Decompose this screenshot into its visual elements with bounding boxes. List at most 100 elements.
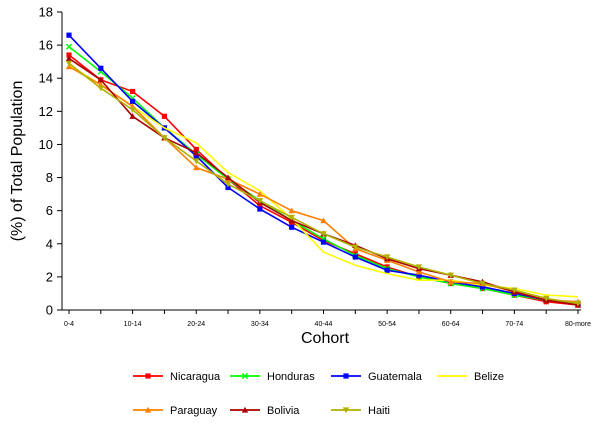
series-line — [68, 62, 579, 305]
legend-item-belize: Belize — [437, 371, 504, 383]
data-point — [193, 146, 199, 153]
x-tick-label: 50-54 — [378, 321, 396, 328]
data-point — [320, 217, 327, 224]
legend-label: Guatemala — [368, 371, 423, 383]
y-tick-label: 14 — [39, 71, 53, 86]
data-point — [145, 373, 151, 379]
data-point — [288, 214, 295, 221]
legend-label: Paraguay — [170, 405, 218, 417]
legend-label: Nicaragua — [170, 371, 221, 383]
series-belize — [68, 64, 579, 298]
legend-item-nicaragua: Nicaragua — [133, 371, 221, 383]
y-tick-label: 10 — [39, 137, 53, 152]
legend: Nicaragua Honduras Guatemala Belize Paraguay… — [133, 371, 504, 417]
data-point — [352, 244, 359, 251]
data-point — [144, 406, 152, 413]
data-point — [161, 135, 168, 142]
x-tick-label: 30-34 — [251, 321, 269, 328]
y-tick-label: 4 — [46, 236, 53, 251]
legend-item-paraguay: Paraguay — [133, 405, 218, 417]
x-axis-ticks: 0-4 10-14 20-24 30-34 40-44 50-54 60-64 70-74 80… — [64, 310, 591, 328]
data-point — [479, 284, 486, 290]
data-point — [256, 198, 264, 204]
series-line — [68, 54, 579, 306]
data-point — [241, 406, 249, 413]
data-point — [65, 60, 73, 67]
x-tick-label: 20-24 — [187, 321, 205, 328]
data-point — [161, 113, 168, 119]
data-point — [129, 107, 136, 113]
x-tick-label: 10-14 — [124, 321, 142, 328]
series-haiti — [65, 60, 582, 307]
legend-label: Belize — [474, 371, 504, 383]
data-point — [66, 32, 72, 38]
y-tick-label: 16 — [39, 38, 53, 53]
series-line — [68, 64, 579, 298]
series-line — [68, 46, 579, 305]
data-point — [320, 231, 327, 238]
data-point — [343, 373, 349, 379]
legend-label: Bolivia — [267, 405, 300, 417]
data-point — [193, 164, 200, 171]
data-point — [352, 254, 358, 260]
legend-item-bolivia: Bolivia — [230, 405, 300, 417]
y-tick-label: 18 — [39, 5, 53, 20]
y-tick-label: 8 — [46, 170, 53, 185]
data-point — [97, 76, 105, 83]
data-point — [384, 264, 390, 270]
series-line — [68, 34, 579, 305]
data-point — [257, 206, 263, 212]
data-point — [289, 224, 295, 230]
legend-label: Honduras — [267, 371, 315, 383]
x-tick-label: 0-4 — [64, 321, 74, 328]
data-point — [193, 153, 199, 159]
data-point — [224, 181, 232, 188]
data-point — [415, 264, 423, 271]
data-point — [66, 52, 72, 58]
data-point — [447, 272, 454, 279]
legend-label: Haiti — [368, 405, 390, 417]
data-point — [129, 113, 136, 119]
legend-item-haiti: Haiti — [331, 405, 390, 417]
x-axis-title: Cohort — [301, 330, 350, 347]
data-point — [65, 55, 73, 61]
series-honduras — [65, 43, 582, 307]
data-point — [130, 98, 136, 104]
data-point — [257, 203, 263, 209]
data-point — [65, 43, 73, 50]
data-point — [193, 158, 200, 165]
data-point — [256, 190, 264, 197]
x-tick-label: 40-44 — [315, 321, 333, 328]
data-point — [193, 149, 200, 156]
data-point — [288, 207, 295, 214]
data-point — [130, 88, 136, 95]
data-point — [574, 300, 582, 307]
x-tick-label: 60-64 — [442, 321, 460, 328]
data-point — [416, 272, 422, 278]
y-tick-label: 2 — [46, 269, 53, 284]
data-point — [342, 407, 350, 414]
data-point — [225, 184, 231, 191]
y-tick-label: 12 — [39, 104, 53, 119]
data-point — [97, 85, 105, 92]
y-tick-label: 6 — [46, 203, 53, 218]
data-point — [415, 268, 423, 275]
data-point — [98, 65, 104, 71]
data-point — [320, 239, 327, 245]
y-axis-title: (%) of Total Population — [9, 81, 26, 242]
legend-item-guatemala: Guatemala — [331, 371, 423, 383]
x-tick-label: 70-74 — [505, 321, 523, 328]
series-guatemala — [66, 32, 581, 306]
y-tick-label: 0 — [46, 303, 53, 318]
data-point — [542, 295, 550, 302]
data-point — [224, 174, 232, 181]
data-point — [384, 267, 390, 273]
data-point — [383, 254, 391, 261]
legend-item-honduras: Honduras — [230, 371, 315, 383]
series-line — [68, 57, 579, 306]
data-point — [447, 278, 454, 285]
data-point — [241, 372, 249, 380]
series-bolivia — [65, 55, 582, 308]
data-point — [511, 287, 518, 294]
